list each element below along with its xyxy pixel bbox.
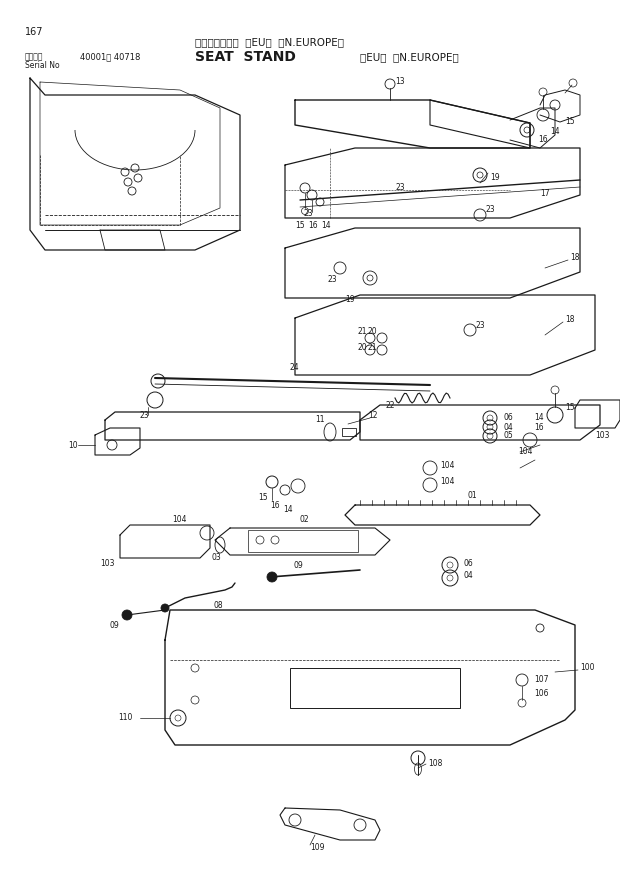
Text: 06: 06 bbox=[463, 559, 472, 567]
Text: 21: 21 bbox=[368, 343, 378, 353]
Text: 104: 104 bbox=[518, 448, 533, 457]
Text: 103: 103 bbox=[595, 430, 609, 439]
Text: 14: 14 bbox=[283, 505, 293, 514]
Text: 110: 110 bbox=[118, 713, 133, 723]
Text: 15: 15 bbox=[565, 118, 575, 127]
Text: 15: 15 bbox=[295, 221, 304, 230]
Text: 11: 11 bbox=[315, 416, 324, 424]
Text: 19: 19 bbox=[490, 174, 500, 182]
Text: 108: 108 bbox=[428, 759, 443, 767]
Text: 21: 21 bbox=[358, 327, 368, 336]
Bar bbox=[342, 428, 356, 436]
Text: 167: 167 bbox=[25, 27, 43, 37]
Text: シートスタンド  ＜EU＞  ＜N.EUROPE＞: シートスタンド ＜EU＞ ＜N.EUROPE＞ bbox=[195, 37, 344, 47]
Text: 04: 04 bbox=[463, 572, 472, 581]
Text: 23: 23 bbox=[140, 410, 149, 420]
Text: 05: 05 bbox=[503, 431, 513, 441]
Bar bbox=[290, 668, 460, 708]
Text: 100: 100 bbox=[580, 663, 595, 672]
Text: 02: 02 bbox=[300, 515, 309, 525]
Text: 15: 15 bbox=[258, 493, 268, 503]
Text: 16: 16 bbox=[538, 135, 547, 145]
Text: 104: 104 bbox=[440, 478, 454, 486]
Text: 16: 16 bbox=[270, 500, 280, 510]
Text: 12: 12 bbox=[368, 410, 378, 420]
Text: 15: 15 bbox=[565, 403, 575, 413]
Text: SEAT  STAND: SEAT STAND bbox=[195, 50, 296, 64]
Text: 10: 10 bbox=[68, 441, 78, 450]
Text: 18: 18 bbox=[565, 315, 575, 325]
Text: 22: 22 bbox=[385, 401, 394, 409]
Text: ＜EU＞  ＜N.EUROPE＞: ＜EU＞ ＜N.EUROPE＞ bbox=[360, 52, 459, 62]
Text: 20: 20 bbox=[368, 327, 378, 336]
Text: 23: 23 bbox=[328, 276, 338, 285]
Text: 23: 23 bbox=[475, 320, 485, 329]
Text: 109: 109 bbox=[310, 843, 324, 853]
Text: 08: 08 bbox=[213, 601, 223, 609]
Circle shape bbox=[122, 610, 132, 620]
Text: 19: 19 bbox=[345, 295, 355, 305]
Circle shape bbox=[161, 604, 169, 612]
Text: 13: 13 bbox=[395, 78, 405, 86]
Text: 104: 104 bbox=[172, 515, 187, 525]
Text: 16: 16 bbox=[308, 221, 317, 230]
Circle shape bbox=[267, 572, 277, 582]
Text: 104: 104 bbox=[440, 460, 454, 470]
Text: 14: 14 bbox=[534, 414, 544, 423]
Text: 23: 23 bbox=[303, 209, 312, 217]
Text: 16: 16 bbox=[534, 423, 544, 432]
Text: 適用号機: 適用号機 bbox=[25, 52, 43, 61]
Text: 03: 03 bbox=[212, 553, 222, 562]
Text: 06: 06 bbox=[503, 414, 513, 423]
Text: 106: 106 bbox=[534, 689, 549, 698]
Text: 17: 17 bbox=[540, 189, 549, 197]
Text: 09: 09 bbox=[110, 621, 120, 629]
Text: 01: 01 bbox=[468, 491, 477, 499]
Text: 04: 04 bbox=[503, 423, 513, 431]
Text: 24: 24 bbox=[290, 363, 299, 373]
Text: 20: 20 bbox=[358, 343, 368, 353]
Bar bbox=[248, 530, 358, 552]
Text: Serial No: Serial No bbox=[25, 60, 60, 70]
Text: 23: 23 bbox=[485, 205, 495, 215]
Text: 23: 23 bbox=[395, 183, 405, 193]
Text: 40001～ 40718: 40001～ 40718 bbox=[80, 52, 140, 61]
Text: 09: 09 bbox=[293, 560, 303, 569]
Text: 18: 18 bbox=[570, 253, 580, 263]
Text: 14: 14 bbox=[550, 127, 560, 136]
Text: 107: 107 bbox=[534, 676, 549, 684]
Text: 103: 103 bbox=[100, 559, 115, 567]
Text: 14: 14 bbox=[321, 221, 330, 230]
